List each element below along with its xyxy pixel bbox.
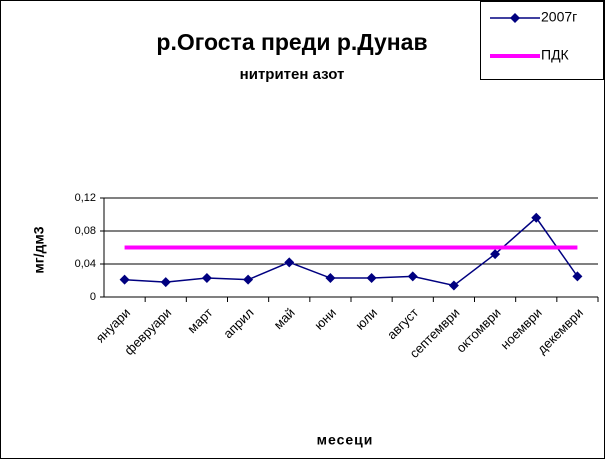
marker (160, 277, 171, 288)
y-tick-label: 0,04 (75, 258, 96, 270)
legend-marker (510, 13, 520, 23)
marker (407, 271, 418, 282)
marker (366, 273, 377, 284)
y-axis-label: мг/дм3 (31, 226, 47, 273)
marker (325, 273, 336, 284)
chart-subtitle: нитритен азот (240, 66, 345, 83)
marker (119, 274, 130, 285)
marker (243, 274, 254, 285)
marker (448, 280, 459, 291)
legend-box (480, 1, 604, 80)
y-tick-label: 0,12 (75, 192, 96, 204)
marker (531, 212, 542, 223)
legend-label: ПДК (541, 47, 570, 63)
marker (284, 257, 295, 268)
legend-label: 2007г (541, 9, 577, 25)
y-tick-label: 0,08 (75, 225, 96, 237)
y-tick-label: 0 (90, 291, 96, 303)
marker (201, 273, 212, 284)
marker (490, 249, 501, 260)
chart-title: р.Огоста преди р.Дунав (156, 29, 427, 55)
x-axis-label: месеци (317, 432, 374, 448)
marker (572, 271, 583, 282)
